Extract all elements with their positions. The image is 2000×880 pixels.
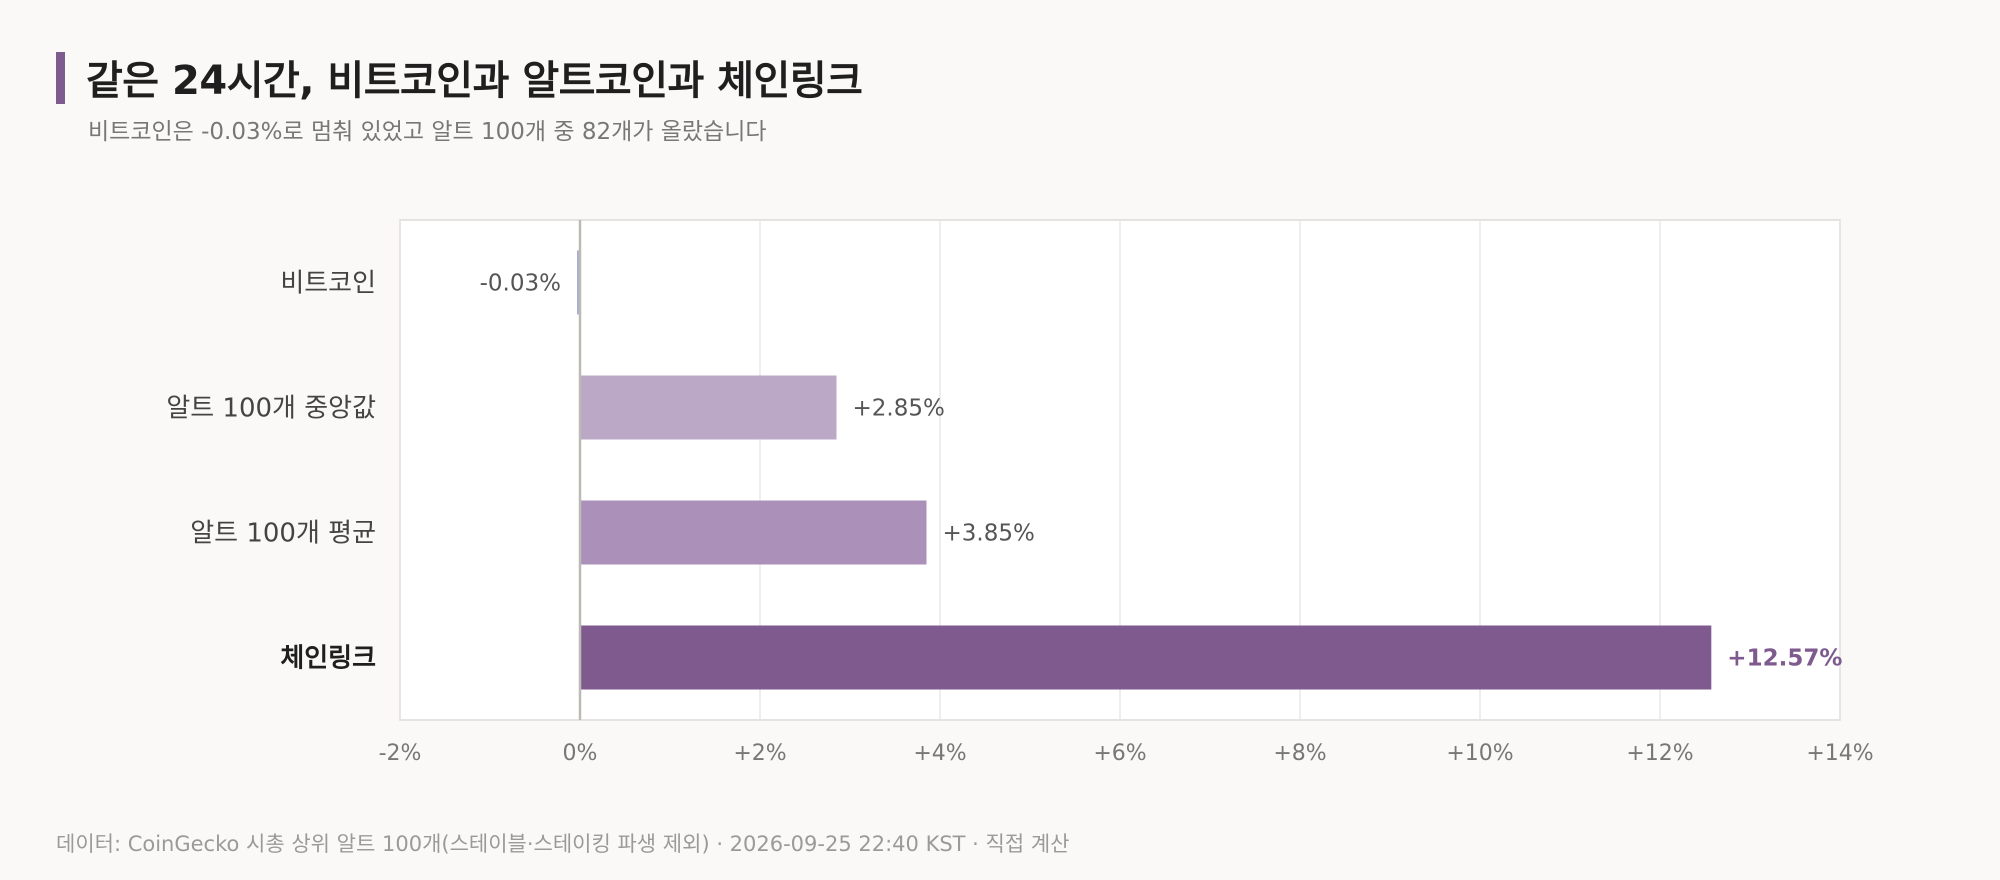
x-tick-label: +8%	[1273, 741, 1326, 766]
x-tick-label: +10%	[1446, 741, 1513, 766]
bar	[580, 625, 1712, 690]
data-label: -0.03%	[480, 271, 561, 297]
data-label: +3.85%	[943, 521, 1035, 547]
chart-title: 같은 24시간, 비트코인과 알트코인과 체인링크	[86, 58, 863, 104]
x-tick-label: -2%	[379, 741, 422, 766]
category-label: 알트 100개 평균	[190, 519, 376, 549]
bar	[580, 375, 837, 440]
bar	[580, 500, 927, 565]
x-tick-label: +14%	[1806, 741, 1873, 766]
category-label: 체인링크	[280, 644, 376, 674]
category-label: 알트 100개 중앙값	[166, 394, 376, 424]
data-label: +12.57%	[1727, 646, 1842, 672]
x-tick-label: 0%	[563, 741, 598, 766]
x-tick-label: +4%	[913, 741, 966, 766]
data-label: +2.85%	[853, 396, 945, 422]
x-tick-label: +12%	[1626, 741, 1693, 766]
source-note: 데이터: CoinGecko 시총 상위 알트 100개(스테이블·스테이킹 파…	[56, 832, 1070, 856]
x-tick-label: +2%	[733, 741, 786, 766]
bar	[577, 250, 580, 315]
chart-subtitle: 비트코인은 -0.03%로 멈춰 있었고 알트 100개 중 82개가 올랐습니…	[88, 119, 767, 145]
category-label: 비트코인	[280, 269, 376, 299]
x-tick-label: +6%	[1093, 741, 1146, 766]
title-accent-bar	[56, 52, 65, 104]
